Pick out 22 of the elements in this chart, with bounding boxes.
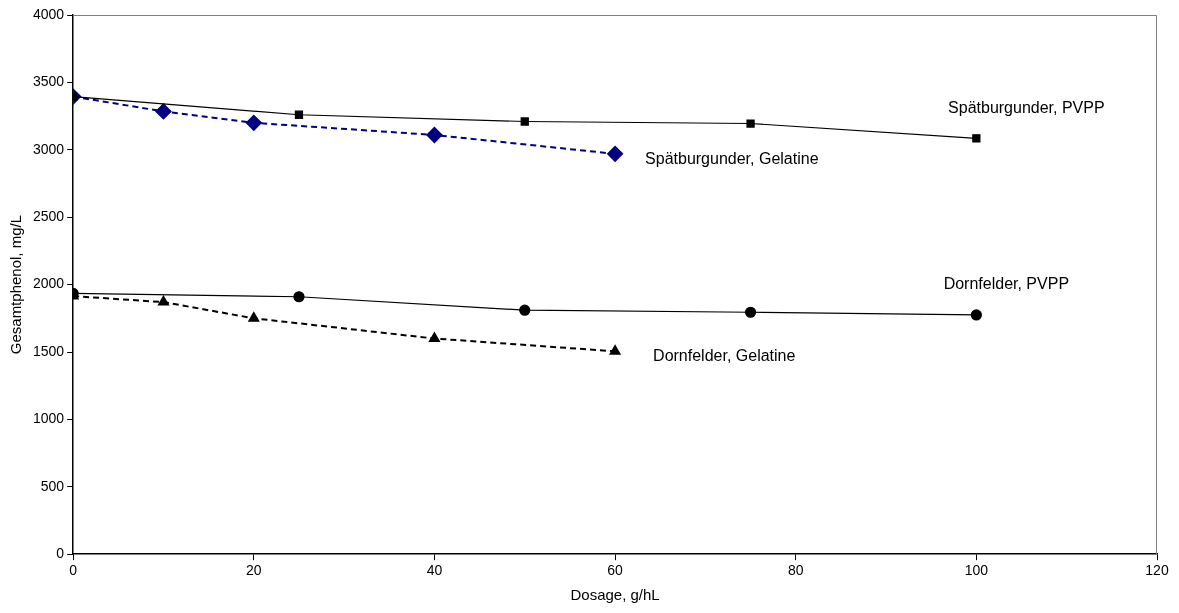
x-tick-label: 20 [246, 562, 262, 579]
series-label: Dornfelder, PVPP [943, 275, 1070, 293]
series-label: Spätburgunder, PVPP [948, 98, 1105, 116]
series-label: Spätburgunder, Gelatine [645, 150, 819, 168]
y-tick-label: 2500 [32, 208, 65, 225]
y-tick-label: 1000 [32, 410, 65, 427]
x-tick-label: 0 [69, 562, 78, 579]
x-tick-label: 120 [1145, 562, 1169, 579]
x-tick-label: 100 [964, 562, 989, 579]
y-tick-label: 1500 [32, 342, 65, 359]
x-tick-label: 80 [787, 562, 804, 579]
y-tick-label: 3000 [32, 140, 65, 157]
y-tick-label: 3500 [32, 73, 65, 90]
y-tick-label: 2000 [32, 275, 65, 292]
y-tick-label: 500 [40, 477, 65, 494]
x-tick-label: 40 [426, 562, 443, 579]
x-tick-label: 60 [607, 562, 624, 579]
text: Dornfelder, Gelatine [653, 346, 796, 364]
y-tick-label: 0 [56, 545, 65, 562]
y-axis-title: Gesamtphenol, mg/L [7, 214, 25, 355]
x-axis-title: Dosage, g/hL [570, 586, 660, 604]
y-tick-label: 4000 [32, 5, 65, 22]
